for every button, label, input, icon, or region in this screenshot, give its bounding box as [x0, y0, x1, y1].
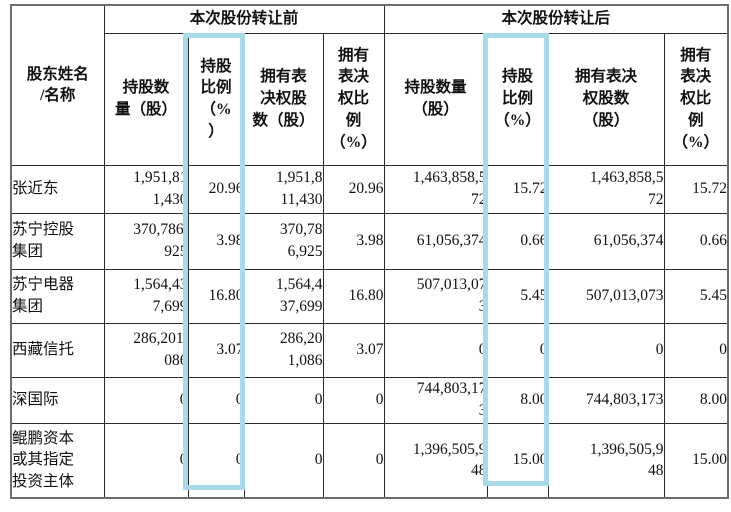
- shareholder-name: 深国际: [10, 376, 105, 424]
- table-cell: 15.00: [486, 422, 549, 499]
- share-transfer-table: 股东姓名 /名称 本次股份转让前 本次股份转让后 持股数 量（股） 持股 比例 …: [10, 4, 729, 499]
- table-row: 西藏信托 286,201, 086 3.07 286,20 1,086 3.07 0 0 0 0: [10, 322, 729, 378]
- shareholder-name-header: 股东姓名 /名称: [10, 4, 105, 166]
- table-cell: 507,013,073: [547, 268, 665, 324]
- after-voting-ratio-header: 拥有 表决 权比 例 （%）: [663, 32, 729, 166]
- before-shares-held-header: 持股数 量（股）: [103, 32, 189, 166]
- table-row: 张近东 1,951,81 1,430 20.96 1,951,8 11,430 20.9…: [10, 164, 729, 214]
- table-cell: 20.96: [322, 164, 385, 214]
- table-cell: 20.96: [187, 164, 245, 214]
- table-cell: 286,201, 086: [103, 322, 189, 378]
- table-cell: 370,786, 925: [103, 212, 189, 270]
- after-shares-held-header: 持股数量 （股）: [383, 32, 488, 166]
- table-cell: 0.66: [486, 212, 549, 270]
- before-voting-shares-header: 拥有表 决权股 数（股）: [243, 32, 324, 166]
- table-cell: 8.00: [663, 376, 729, 424]
- table-cell: 0: [187, 422, 245, 499]
- table-cell: 16.80: [322, 268, 385, 324]
- table-cell: 0: [383, 322, 488, 378]
- table-cell: 0.66: [663, 212, 729, 270]
- table-cell: 1,564,4 37,699: [243, 268, 324, 324]
- table-cell: 16.80: [187, 268, 245, 324]
- table-cell: 3.07: [187, 322, 245, 378]
- table-row: 苏宁电器 集团 1,564,43 7,699 16.80 1,564,4 37,699…: [10, 268, 729, 324]
- table-cell: 507,013,07 3: [383, 268, 488, 324]
- shareholder-name: 西藏信托: [10, 322, 105, 378]
- after-holding-ratio-header: 持股 比例 （%）: [486, 32, 549, 166]
- table-cell: 370,78 6,925: [243, 212, 324, 270]
- table-cell: 5.45: [663, 268, 729, 324]
- table-cell: 1,396,505,9 48: [383, 422, 488, 499]
- after-transfer-group-header: 本次股份转让后: [383, 4, 729, 34]
- table-cell: 286,20 1,086: [243, 322, 324, 378]
- table-cell: 8.00: [486, 376, 549, 424]
- table-cell: 0: [103, 422, 189, 499]
- table-cell: 0: [187, 376, 245, 424]
- table-cell: 0: [243, 376, 324, 424]
- table-cell: 15.00: [663, 422, 729, 499]
- table-cell: 744,803,173: [547, 376, 665, 424]
- before-voting-ratio-header: 拥有 表决 权比 例 （%）: [322, 32, 385, 166]
- shareholder-name: 苏宁电器 集团: [10, 268, 105, 324]
- table-cell: 1,564,43 7,699: [103, 268, 189, 324]
- table-cell: 0: [663, 322, 729, 378]
- table-cell: 5.45: [486, 268, 549, 324]
- table-row: 鲲鹏资本 或其指定 投资主体 0 0 0 0 1,396,505,9 48 15.00 1,3…: [10, 422, 729, 499]
- table-cell: 3.98: [322, 212, 385, 270]
- shareholder-name: 苏宁控股 集团: [10, 212, 105, 270]
- after-voting-shares-header: 拥有表决 权股数 （股）: [547, 32, 665, 166]
- table-cell: 15.72: [663, 164, 729, 214]
- table-cell: 0: [547, 322, 665, 378]
- before-holding-ratio-header: 持股 比例 （% ）: [187, 32, 245, 166]
- before-transfer-group-header: 本次股份转让前: [103, 4, 385, 34]
- shareholder-name: 鲲鹏资本 或其指定 投资主体: [10, 422, 105, 499]
- table-cell: 3.07: [322, 322, 385, 378]
- table-body: 张近东 1,951,81 1,430 20.96 1,951,8 11,430 20.9…: [10, 164, 729, 499]
- table-cell: 61,056,374: [547, 212, 665, 270]
- table-row: 苏宁控股 集团 370,786, 925 3.98 370,78 6,925 3.98 6…: [10, 212, 729, 270]
- table-cell: 0: [103, 376, 189, 424]
- table-cell: 0: [322, 422, 385, 499]
- table-cell: 744,803,17 3: [383, 376, 488, 424]
- table-cell: 15.72: [486, 164, 549, 214]
- table-cell: 1,951,8 11,430: [243, 164, 324, 214]
- table-cell: 0: [243, 422, 324, 499]
- table-cell: 1,396,505,9 48: [547, 422, 665, 499]
- group-header-row: 股东姓名 /名称 本次股份转让前 本次股份转让后: [10, 4, 729, 166]
- table-cell: 0: [322, 376, 385, 424]
- table-cell: 61,056,374: [383, 212, 488, 270]
- shareholder-name: 张近东: [10, 164, 105, 214]
- column-header-row: 持股数 量（股） 持股 比例 （% ） 拥有表 决权股 数（股） 拥有 表决 权…: [11, 32, 729, 166]
- table-cell: 1,463,858,5 72: [383, 164, 488, 214]
- table-cell: 1,463,858,5 72: [547, 164, 665, 214]
- table-cell: 0: [486, 322, 549, 378]
- table-cell: 3.98: [187, 212, 245, 270]
- table-row: 深国际 0 0 0 0 744,803,17 3 8.00 744,803,173 8.00: [10, 376, 729, 424]
- table-cell: 1,951,81 1,430: [103, 164, 189, 214]
